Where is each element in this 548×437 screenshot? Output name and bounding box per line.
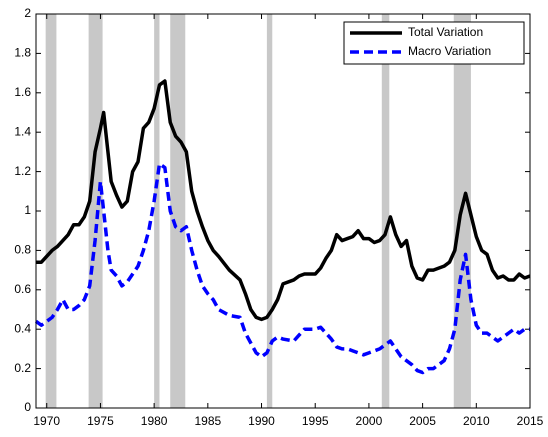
y-tick-label: 2	[24, 6, 31, 20]
legend-label: Total Variation	[408, 25, 483, 39]
y-tick-label: 1.4	[14, 124, 31, 138]
y-tick-label: 0.2	[14, 361, 31, 375]
recession-band	[154, 14, 160, 408]
y-tick-label: 1.2	[14, 164, 31, 178]
recession-band	[170, 14, 186, 408]
x-tick-label: 2000	[356, 414, 383, 428]
x-tick-label: 1995	[302, 414, 329, 428]
x-tick-label: 2010	[463, 414, 490, 428]
x-tick-label: 1990	[248, 414, 275, 428]
x-tick-label: 1975	[87, 414, 114, 428]
recession-band	[381, 14, 390, 408]
recession-band	[266, 14, 273, 408]
plot-area	[36, 14, 530, 408]
y-tick-label: 1	[24, 203, 31, 217]
y-tick-label: 0.8	[14, 243, 31, 257]
y-tick-label: 0.4	[14, 321, 31, 335]
y-tick-label: 1.6	[14, 85, 31, 99]
y-tick-label: 0	[24, 400, 31, 414]
recession-band	[45, 14, 57, 408]
series-line	[36, 79, 531, 322]
legend-label: Macro Variation	[408, 44, 491, 58]
x-tick-label: 2015	[517, 414, 544, 428]
x-tick-label: 1985	[194, 414, 221, 428]
legend-box	[343, 21, 525, 65]
recession-band	[88, 14, 103, 408]
y-tick-label: 0.6	[14, 282, 31, 296]
x-tick-label: 1970	[33, 414, 60, 428]
x-tick-label: 2005	[409, 414, 436, 428]
plot-frame	[35, 13, 531, 409]
x-tick-label: 1980	[141, 414, 168, 428]
series-line	[34, 161, 530, 375]
y-tick-label: 1.8	[14, 46, 31, 60]
